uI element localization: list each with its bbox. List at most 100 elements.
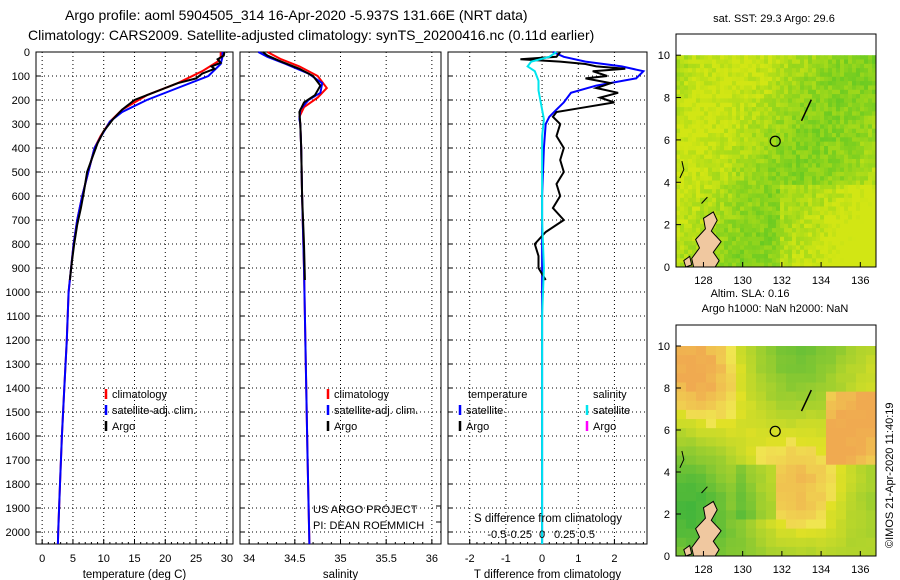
heatmap-cell — [768, 254, 773, 259]
heatmap-cell — [864, 167, 869, 173]
heatmap-cell — [736, 258, 741, 264]
heatmap-cell — [856, 68, 861, 73]
y-tick-label: 1100 — [6, 311, 30, 323]
heatmap-cell — [748, 223, 753, 229]
heatmap-cell — [708, 59, 713, 65]
heatmap-cell — [712, 124, 717, 130]
heatmap-cell — [716, 232, 721, 238]
heatmap-cell — [756, 120, 761, 125]
heatmap-cell — [836, 228, 841, 233]
heatmap-cell — [804, 124, 809, 130]
heatmap-cell — [808, 167, 813, 173]
heatmap-cell — [716, 107, 721, 112]
heatmap-cells — [676, 346, 877, 557]
heatmap-cell — [776, 446, 787, 456]
heatmap-cell — [784, 241, 789, 246]
heatmap-cell — [676, 446, 687, 456]
heatmap-cell — [732, 245, 737, 251]
heatmap-cell — [756, 482, 767, 493]
heatmap-cell — [756, 137, 761, 143]
heatmap-cell — [820, 249, 825, 255]
heatmap-cell — [764, 176, 769, 181]
heatmap-cell — [706, 400, 717, 411]
heatmap-cell — [736, 206, 741, 212]
heatmap-cell — [820, 98, 825, 104]
heatmap-cell — [792, 167, 797, 173]
heatmap-cell — [716, 171, 721, 177]
heatmap-cell — [860, 154, 865, 160]
heatmap-cell — [816, 437, 827, 447]
heatmap-cell — [746, 464, 757, 475]
heatmap-cell — [744, 137, 749, 143]
heatmap-cell — [860, 210, 865, 216]
heatmap-cell — [744, 150, 749, 155]
heatmap-cell — [712, 141, 717, 147]
heatmap-cell — [856, 519, 867, 530]
heatmap-cell — [808, 68, 813, 73]
heatmap-cell — [680, 245, 685, 251]
heatmap-cell — [788, 167, 793, 173]
heatmap-cell — [856, 236, 861, 242]
heatmap-cell — [860, 167, 865, 173]
heatmap-cell — [768, 124, 773, 130]
heatmap-cell — [856, 158, 861, 164]
heatmap-cell — [772, 219, 777, 225]
heatmap-cell — [724, 228, 729, 233]
heatmap-cell — [692, 111, 697, 117]
heatmap-cell — [808, 132, 813, 138]
heatmap-cell — [756, 55, 761, 60]
heatmap-cell — [792, 193, 797, 199]
heatmap-cell — [680, 59, 685, 65]
heatmap-cell — [868, 215, 873, 220]
heatmap-cell — [788, 219, 793, 225]
heatmap-cell — [872, 120, 877, 125]
heatmap-cell — [752, 262, 757, 268]
heatmap-cell — [864, 184, 869, 190]
heatmap-cell — [872, 176, 877, 181]
heatmap-cell — [746, 346, 757, 356]
heatmap-cell — [852, 180, 857, 186]
map-x-tick-label: 136 — [851, 564, 869, 576]
y-tick-label: 1800 — [6, 479, 30, 491]
heatmap-cell — [800, 81, 805, 86]
heatmap-cell — [820, 154, 825, 160]
heatmap-cell — [820, 171, 825, 177]
heatmap-cell — [686, 364, 697, 374]
heatmap-cell — [808, 184, 813, 190]
heatmap-cell — [768, 55, 773, 60]
heatmap-cell — [856, 464, 867, 475]
heatmap-cell — [844, 141, 849, 147]
heatmap-cell — [716, 254, 721, 259]
heatmap-cell — [720, 150, 725, 155]
heatmap-cell — [848, 137, 853, 143]
heatmap-cell — [696, 228, 701, 233]
heatmap-cell — [756, 373, 767, 383]
x-tick-label: 1 — [575, 553, 581, 565]
heatmap-cell — [724, 232, 729, 238]
heatmap-cell — [792, 180, 797, 186]
heatmap-cell — [852, 245, 857, 251]
heatmap-cell — [788, 68, 793, 73]
heatmap-cell — [680, 163, 685, 168]
heatmap-cell — [852, 197, 857, 203]
heatmap-cell — [800, 223, 805, 229]
heatmap-cell — [772, 206, 777, 212]
heatmap-cell — [716, 150, 721, 155]
heatmap-cell — [806, 382, 817, 393]
heatmap-cell — [788, 154, 793, 160]
heatmap-cell — [808, 158, 813, 164]
heatmap-cell — [716, 68, 721, 73]
heatmap-cell — [866, 419, 877, 429]
heatmap-cell — [856, 232, 861, 238]
heatmap-cell — [696, 158, 701, 164]
heatmap-cell — [704, 59, 709, 65]
heatmap-cell — [832, 197, 837, 203]
heatmap-cell — [844, 63, 849, 69]
heatmap-cell — [780, 254, 785, 259]
heatmap-cell — [692, 63, 697, 69]
heatmap-cell — [728, 232, 733, 238]
heatmap-cell — [740, 154, 745, 160]
heatmap-cell — [832, 167, 837, 173]
heatmap-cell — [800, 72, 805, 78]
heatmap-cell — [728, 85, 733, 91]
